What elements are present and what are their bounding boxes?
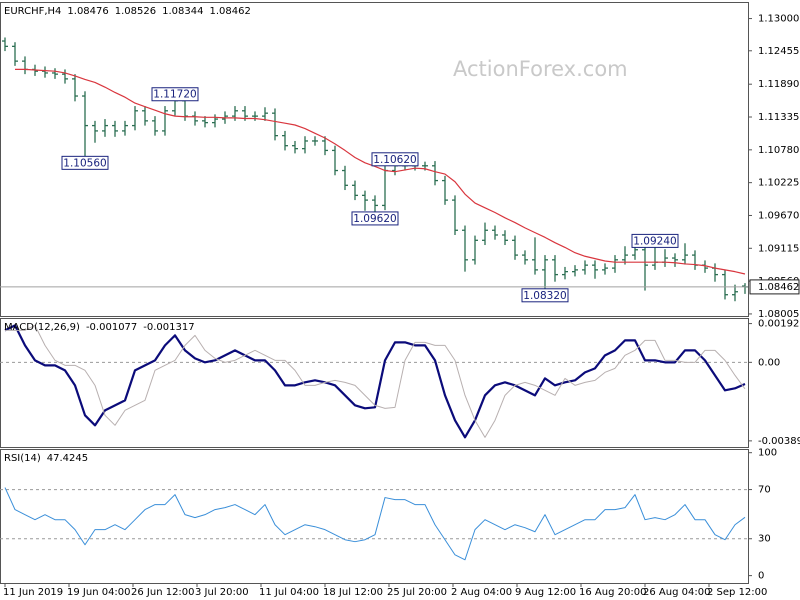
y-tick-label: 1.13000	[758, 14, 799, 25]
y-tick-label: 30	[758, 534, 771, 545]
x-tick-label: 26 Jun 12:00	[131, 587, 195, 598]
x-tick-label: 9 Aug 12:00	[515, 587, 576, 598]
y-tick-label: 1.12455	[758, 46, 799, 57]
y-tick-label: 1.10225	[758, 178, 799, 189]
annotation-label: 1.09620	[353, 213, 396, 225]
x-tick-label: 11 Jun 2019	[3, 587, 63, 598]
x-tick-label: 3 Jul 20:00	[195, 587, 249, 598]
header-value: 1.08526	[115, 6, 156, 17]
y-tick-label: 1.08005	[758, 309, 799, 320]
y-tick-label: 100	[758, 448, 777, 459]
series-line	[4, 324, 746, 439]
y-tick-label: -0.003896	[758, 436, 800, 447]
series-line	[5, 324, 746, 438]
annotation-box	[351, 211, 399, 226]
header-value: 1.08476	[67, 6, 108, 17]
y-tick-label: 1.09115	[758, 243, 799, 254]
annotation-box	[151, 87, 199, 102]
header-value: -0.001077	[86, 322, 137, 333]
y-tick-label: 1.11890	[758, 79, 799, 90]
y-tick-label: 0	[758, 571, 764, 582]
annotation-box	[631, 233, 679, 248]
annotation-label: 1.08320	[523, 290, 566, 302]
x-tick-label: 11 Jul 04:00	[259, 587, 319, 598]
annotation-label: 1.11720	[153, 89, 196, 101]
last-price-box	[749, 279, 800, 295]
last-price-label: 1.08462	[758, 282, 799, 293]
panel-title: RSI(14)	[4, 453, 41, 464]
x-tick-label: 26 Aug 04:00	[643, 587, 710, 598]
x-tick-label: 2 Aug 04:00	[451, 587, 512, 598]
header-value: 1.08462	[209, 6, 250, 17]
series-line	[15, 68, 746, 275]
header-value: 1.08344	[162, 6, 203, 17]
panel-frame	[0, 318, 749, 448]
x-tick-label: 16 Aug 20:00	[579, 587, 646, 598]
series-line	[4, 487, 746, 561]
header-value: -0.001317	[143, 322, 194, 333]
y-tick-label: 0.00	[758, 357, 780, 368]
annotation-label: 1.10560	[63, 157, 106, 169]
y-tick-label: 1.11335	[758, 112, 799, 123]
panel-frame	[0, 449, 749, 584]
panel-title: MACD(12,26,9)	[4, 322, 80, 333]
header-value: 47.4245	[47, 453, 88, 464]
x-tick-label: 25 Jul 20:00	[387, 587, 447, 598]
annotation-label: 1.09240	[633, 235, 676, 247]
y-tick-label: 1.09670	[758, 210, 799, 221]
watermark: ActionForex.com	[453, 57, 628, 81]
y-tick-label: 70	[758, 485, 771, 496]
y-tick-label: 0.001923	[758, 319, 800, 330]
x-tick-label: 18 Jul 12:00	[323, 587, 383, 598]
x-tick-label: 2 Sep 12:00	[707, 587, 767, 598]
x-tick-label: 19 Jun 04:00	[67, 587, 131, 598]
y-tick-label: 1.10780	[758, 145, 799, 156]
annotation-box	[371, 152, 419, 167]
annotation-box	[521, 288, 569, 303]
annotation-box	[61, 155, 109, 170]
annotation-label: 1.10620	[373, 154, 416, 166]
panel-frame	[0, 2, 749, 317]
panel-title: EURCHF,H4	[4, 6, 61, 17]
